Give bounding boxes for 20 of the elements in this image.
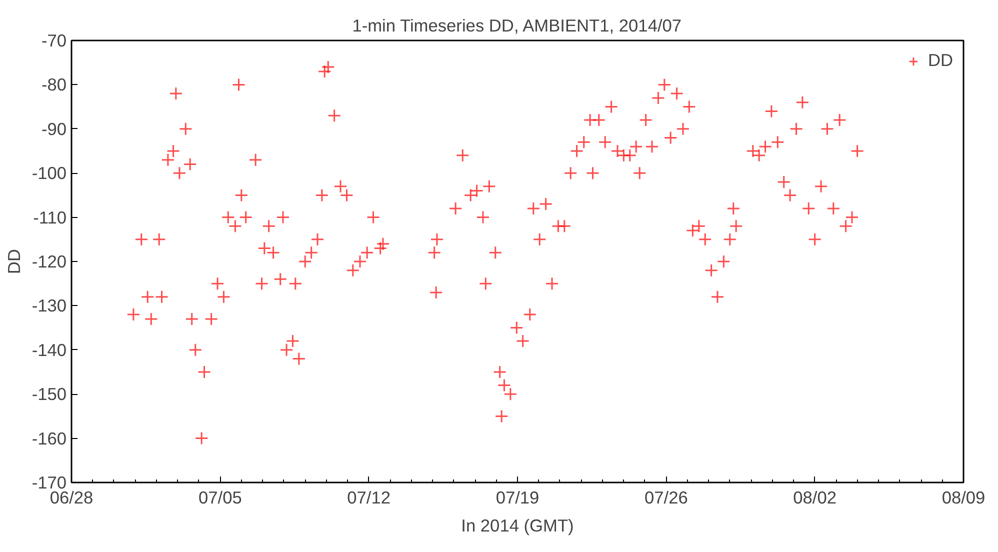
x-axis-title: In 2014 (GMT) (461, 516, 574, 536)
x-tick-label: 07/05 (198, 488, 242, 508)
y-axis-title: DD (4, 248, 24, 274)
y-tick-label: -160 (32, 428, 67, 448)
chart-title: 1-min Timeseries DD, AMBIENT1, 2014/07 (352, 16, 682, 36)
y-tick-label: -90 (41, 118, 66, 139)
y-tick-label: -120 (32, 252, 67, 272)
y-tick-label: -70 (41, 30, 66, 50)
x-tick-label: 07/26 (644, 488, 688, 508)
x-tick-label: 08/09 (942, 488, 986, 508)
y-tick-label: -100 (32, 163, 67, 184)
y-tick-label: -140 (32, 340, 67, 360)
y-tick-label: -150 (32, 384, 67, 404)
y-tick-label: -110 (33, 207, 67, 228)
x-tick-label: 08/02 (793, 488, 837, 508)
x-tick-label: 07/12 (347, 488, 391, 508)
y-tick-label: -130 (32, 296, 67, 316)
x-tick-label: 07/19 (496, 488, 540, 508)
legend-label: DD (928, 50, 953, 71)
y-tick-label: -80 (41, 74, 66, 95)
